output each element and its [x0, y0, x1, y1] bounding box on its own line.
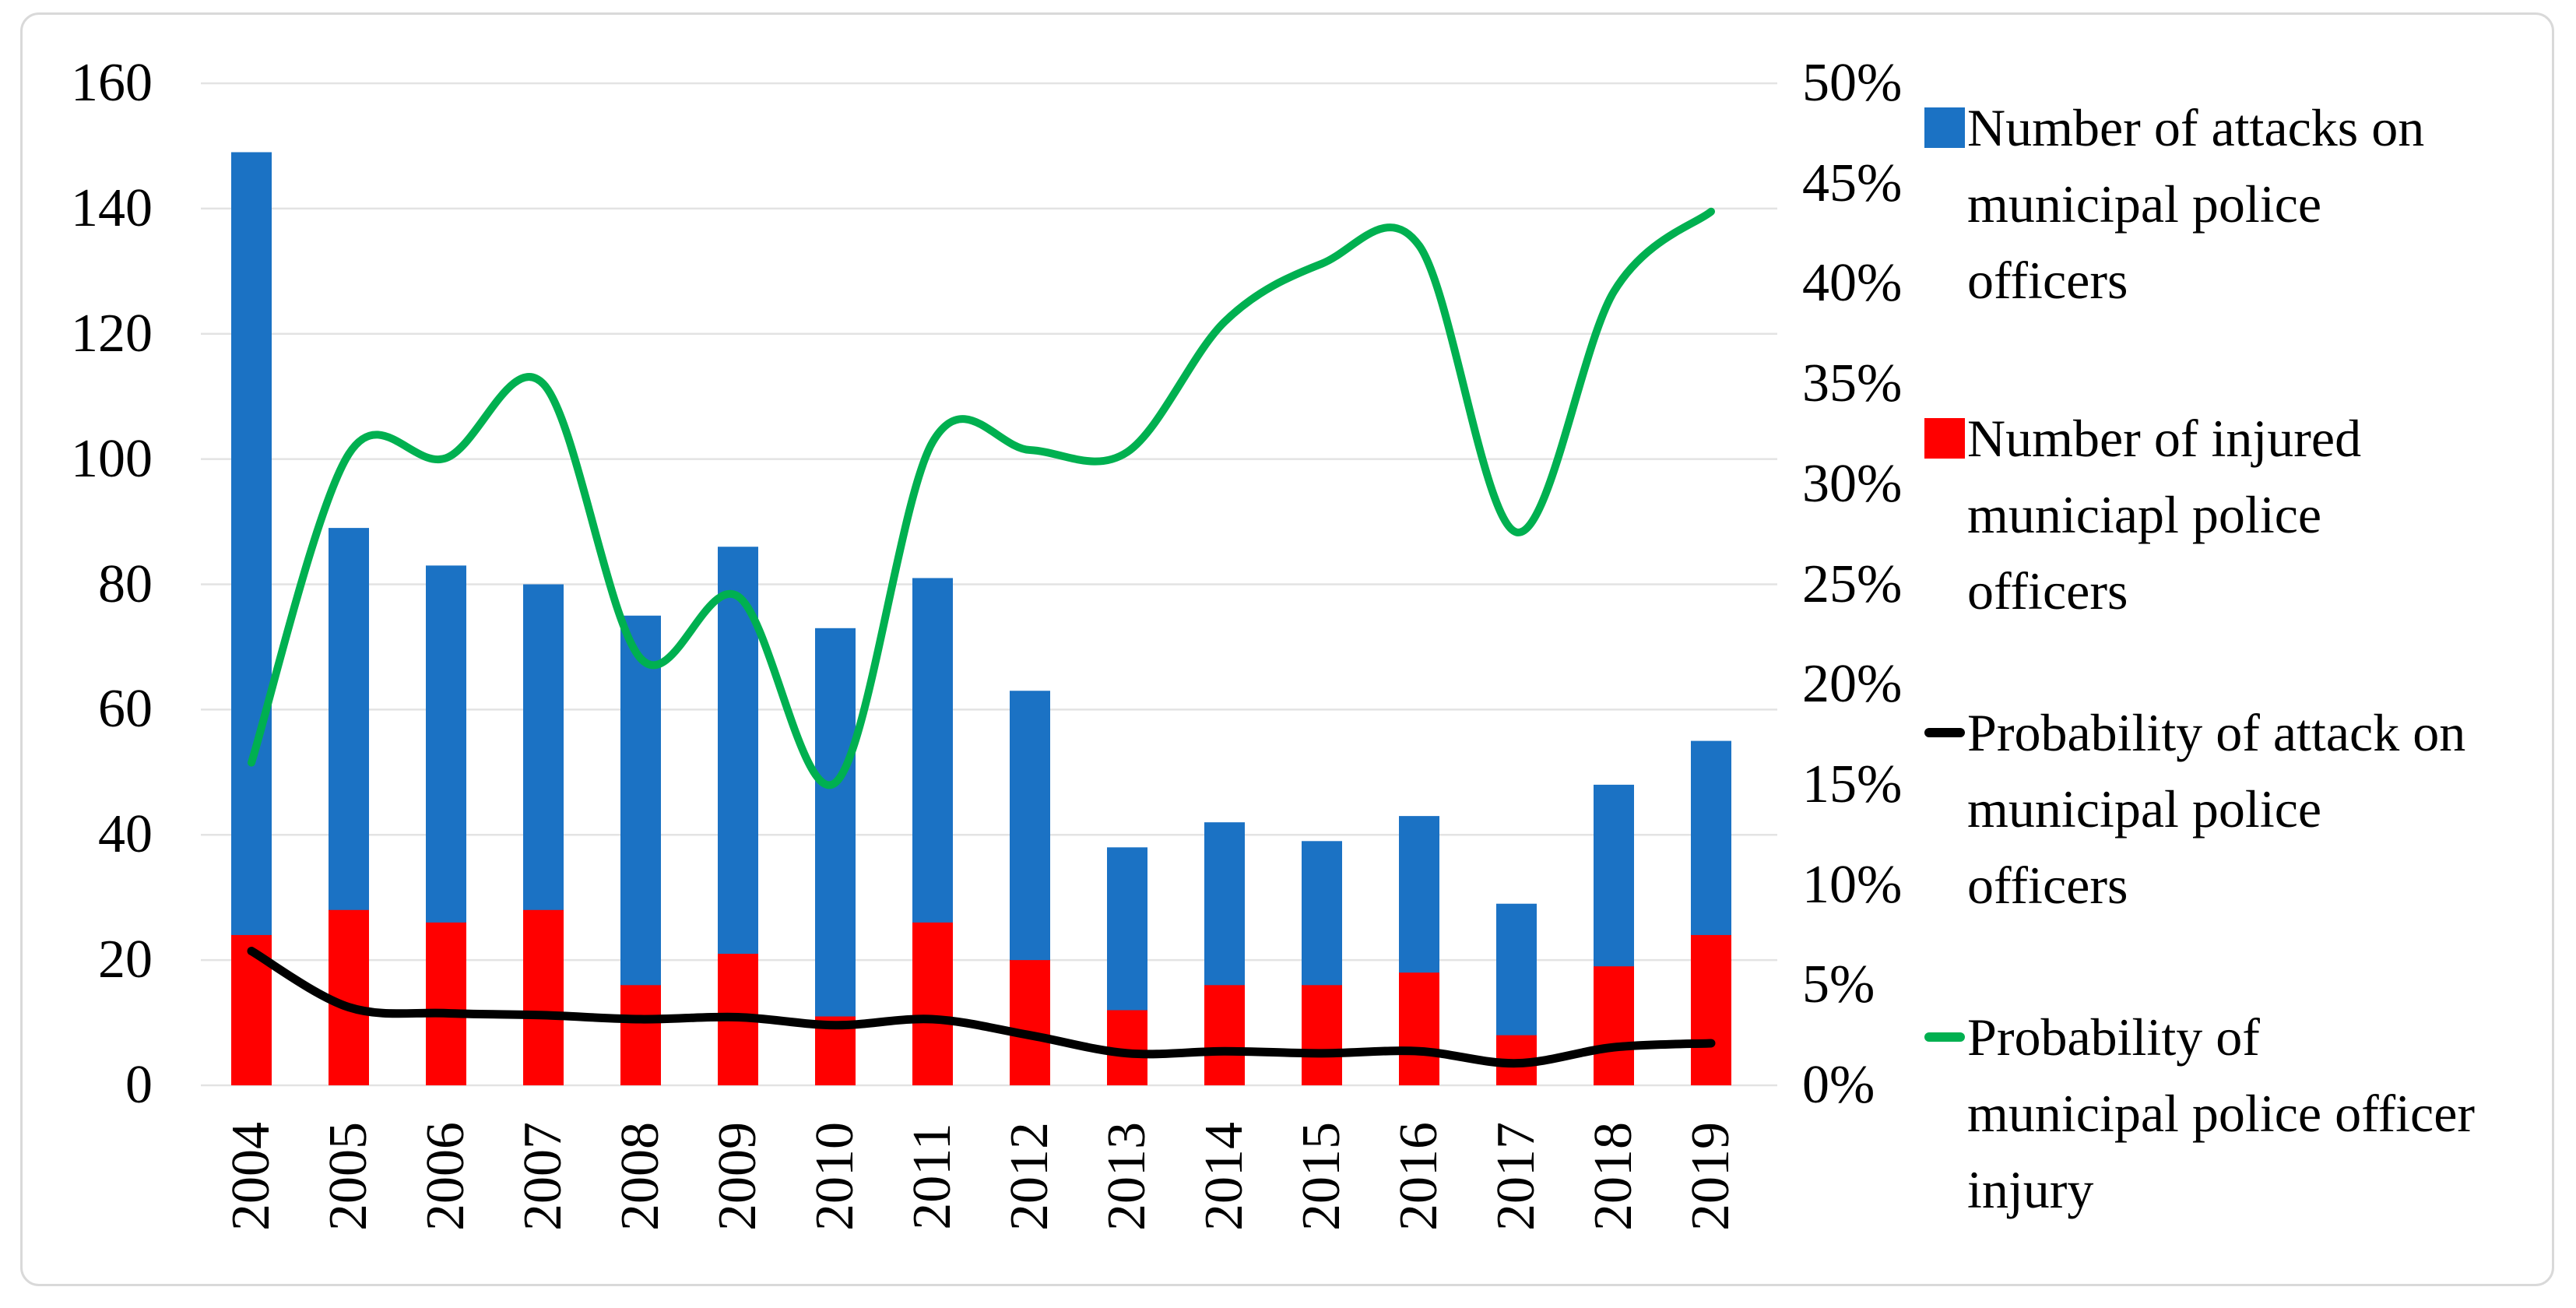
x-axis-tick-2006: 2006 [416, 1122, 476, 1231]
legend-swatch-attacks-icon [1924, 107, 1965, 148]
bar-injured-2015 [1302, 985, 1342, 1085]
right-axis-tick: 25% [1802, 554, 1903, 614]
bar-attacks-2010 [815, 628, 856, 1085]
left-axis-tick: 0 [125, 1055, 153, 1115]
bar-injured-2016 [1399, 972, 1439, 1085]
legend-line-attack-probability-icon [1924, 728, 1965, 737]
right-axis-tick: 50% [1802, 53, 1903, 113]
right-axis-tick: 45% [1802, 153, 1903, 213]
right-axis-tick: 35% [1802, 353, 1903, 414]
x-axis-tick-2007: 2007 [513, 1122, 573, 1231]
line-injury-probability [248, 207, 1715, 789]
right-axis-tick: 40% [1802, 253, 1903, 314]
x-axis-tick-2018: 2018 [1583, 1122, 1643, 1231]
left-axis-tick: 40 [98, 804, 153, 865]
bar-injured-2014 [1204, 985, 1245, 1085]
x-axis-tick-2008: 2008 [610, 1122, 670, 1231]
legend-line-injury-probability-icon [1924, 1032, 1965, 1042]
legend-item-attack-probability: Probability of attack on municipal polic… [1924, 694, 2465, 923]
left-axis-tick: 80 [98, 554, 153, 614]
right-axis-tick: 0% [1802, 1055, 1875, 1115]
right-axis-tick: 20% [1802, 654, 1903, 715]
bar-injured-2018 [1594, 966, 1634, 1085]
left-axis-tick: 160 [71, 53, 153, 113]
x-axis-tick-2012: 2012 [1000, 1122, 1060, 1231]
left-axis-tick: 140 [71, 178, 153, 238]
legend-item-injury-probability: Probability of municipal police officer … [1924, 999, 2475, 1228]
left-axis-tick: 60 [98, 679, 153, 740]
legend-label-attack-probability: Probability of attack on municipal polic… [1967, 703, 2466, 915]
bar-injured-2008 [620, 985, 661, 1085]
legend-label-injury-probability: Probability of municipal police officer … [1967, 1007, 2476, 1219]
bar-injured-2006 [426, 922, 466, 1085]
x-axis-tick-2019: 2019 [1681, 1122, 1741, 1231]
right-axis-tick: 15% [1802, 754, 1903, 814]
bar-injured-2007 [523, 909, 564, 1085]
legend-item-attacks: Number of attacks on municipal police of… [1924, 90, 2424, 318]
bar-injured-2019 [1691, 934, 1731, 1085]
line-attack-probability [247, 947, 1716, 1068]
x-axis-tick-2010: 2010 [805, 1122, 865, 1231]
x-axis-tick-2014: 2014 [1194, 1122, 1254, 1231]
bar-injured-2011 [912, 922, 953, 1085]
left-axis-tick: 100 [71, 428, 153, 489]
right-axis-tick: 10% [1802, 854, 1903, 915]
x-axis-tick-2004: 2004 [221, 1122, 281, 1231]
legend-item-injured: Number of injured municiapl police offic… [1924, 400, 2361, 629]
left-axis-tick: 120 [71, 303, 153, 364]
x-axis-tick-2015: 2015 [1292, 1122, 1351, 1231]
x-axis-tick-2013: 2013 [1097, 1122, 1157, 1231]
x-axis-tick-2017: 2017 [1486, 1122, 1546, 1231]
right-axis-tick: 5% [1802, 955, 1875, 1015]
plot-area [201, 82, 1777, 1087]
legend-label-attacks: Number of attacks on municipal police of… [1967, 98, 2425, 310]
x-axis-tick-2005: 2005 [318, 1122, 378, 1231]
legend-swatch-injured-icon [1924, 418, 1965, 459]
x-axis-tick-2016: 2016 [1389, 1122, 1449, 1231]
legend-label-injured: Number of injured municiapl police offic… [1967, 409, 2362, 621]
chart-border [20, 12, 2554, 1286]
right-axis-tick: 30% [1802, 453, 1903, 514]
bar-attacks-2004 [231, 152, 272, 1086]
x-axis-tick-2011: 2011 [902, 1123, 962, 1230]
bar-injured-2012 [1010, 960, 1050, 1085]
left-axis-tick: 20 [98, 930, 153, 990]
x-axis-tick-2009: 2009 [708, 1122, 768, 1231]
